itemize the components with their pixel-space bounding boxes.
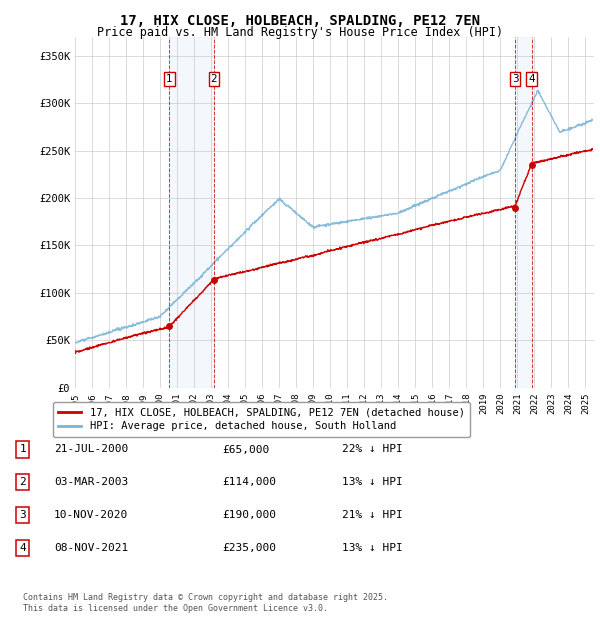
Legend: 17, HIX CLOSE, HOLBEACH, SPALDING, PE12 7EN (detached house), HPI: Average price: 17, HIX CLOSE, HOLBEACH, SPALDING, PE12 … [53,402,470,436]
Text: £65,000: £65,000 [222,445,269,454]
Text: 21% ↓ HPI: 21% ↓ HPI [342,510,403,520]
Text: 13% ↓ HPI: 13% ↓ HPI [342,477,403,487]
Text: 4: 4 [19,543,26,553]
Text: 10-NOV-2020: 10-NOV-2020 [54,510,128,520]
Text: 17, HIX CLOSE, HOLBEACH, SPALDING, PE12 7EN: 17, HIX CLOSE, HOLBEACH, SPALDING, PE12 … [120,14,480,28]
Text: 1: 1 [166,74,173,84]
Text: £235,000: £235,000 [222,543,276,553]
Text: 13% ↓ HPI: 13% ↓ HPI [342,543,403,553]
Text: Price paid vs. HM Land Registry's House Price Index (HPI): Price paid vs. HM Land Registry's House … [97,26,503,39]
Text: £190,000: £190,000 [222,510,276,520]
Text: 03-MAR-2003: 03-MAR-2003 [54,477,128,487]
Text: 2: 2 [19,477,26,487]
Text: 4: 4 [529,74,535,84]
Text: £114,000: £114,000 [222,477,276,487]
Bar [515,37,532,387]
Bar [169,37,214,387]
Text: 1: 1 [19,445,26,454]
Text: 08-NOV-2021: 08-NOV-2021 [54,543,128,553]
Text: 2: 2 [211,74,217,84]
Text: 21-JUL-2000: 21-JUL-2000 [54,445,128,454]
Text: Contains HM Land Registry data © Crown copyright and database right 2025.
This d: Contains HM Land Registry data © Crown c… [23,593,388,613]
Text: 3: 3 [512,74,518,84]
Text: 3: 3 [19,510,26,520]
Text: 22% ↓ HPI: 22% ↓ HPI [342,445,403,454]
